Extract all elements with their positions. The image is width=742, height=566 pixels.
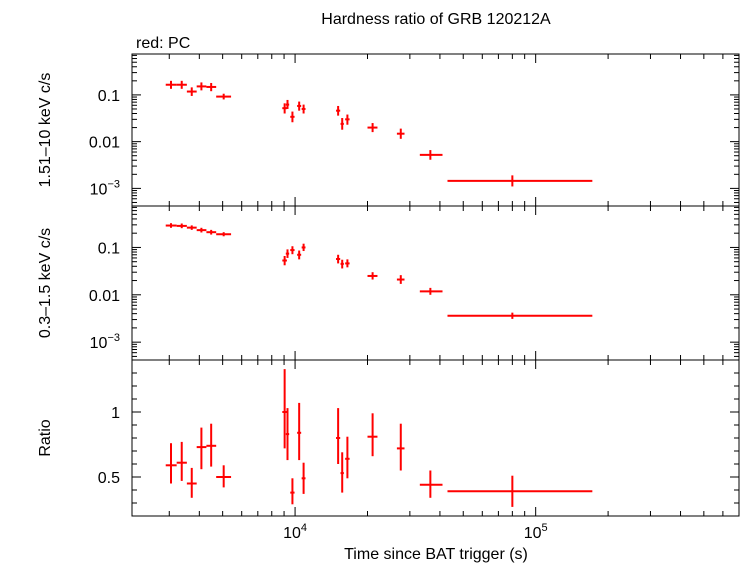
y-tick-label: 10−3 — [90, 332, 120, 352]
data-point — [447, 175, 593, 187]
chart-title: Hardness ratio of GRB 120212A — [321, 11, 551, 28]
data-point — [206, 229, 217, 235]
data-point — [216, 465, 232, 488]
data-point — [282, 255, 287, 266]
panel-ratio-ticks — [132, 359, 740, 517]
data-point — [301, 462, 306, 494]
data-point — [176, 80, 187, 89]
y-tick-label: 1 — [111, 405, 120, 422]
data-point — [447, 312, 593, 319]
panel-soft-ylabel: 0.3–1.5 keV c/s — [37, 228, 54, 338]
data-point — [336, 254, 341, 264]
x-axis-label: Time since BAT trigger (s) — [344, 546, 528, 563]
data-point — [396, 128, 405, 139]
y-tick-label: 0.01 — [89, 288, 120, 305]
panel-soft-ticks — [132, 206, 740, 360]
y-tick-label: 10−3 — [90, 178, 120, 198]
data-point — [340, 118, 344, 130]
data-point — [165, 80, 177, 89]
data-point — [196, 82, 207, 91]
data-point — [196, 427, 207, 470]
data-point — [396, 423, 405, 471]
data-point — [290, 478, 295, 505]
data-point — [297, 402, 302, 461]
data-point — [297, 101, 302, 111]
panel-hard-ticks — [132, 54, 740, 206]
data-point — [345, 259, 350, 268]
panel-ratio: 10.5 Ratio — [37, 359, 740, 517]
data-point — [367, 272, 378, 280]
panel-hard-frame — [131, 53, 740, 207]
x-tick-labels: 104 105 — [283, 522, 548, 542]
panel-hard-points — [165, 80, 593, 187]
data-point — [176, 441, 187, 481]
data-point — [297, 250, 302, 260]
y-tick-label: 0.1 — [98, 240, 120, 257]
data-point — [282, 103, 287, 114]
panel-hard-ylabel: 1.51–10 keV c/s — [37, 73, 54, 188]
data-point — [165, 443, 177, 484]
data-point — [282, 369, 287, 449]
data-point — [285, 249, 290, 258]
panel-hard: 0.1 0.01 10−3 1.51–10 keV c/s — [37, 53, 740, 207]
panel-ratio-ylabel: Ratio — [37, 419, 54, 456]
data-point — [186, 87, 197, 96]
data-point — [196, 227, 207, 233]
data-point — [419, 470, 443, 498]
panel-soft: 0.1 0.01 10−3 0.3–1.5 keV c/s — [37, 205, 740, 361]
y-tick-label: 0.1 — [98, 88, 120, 105]
data-point — [176, 223, 187, 229]
panel-ratio-frame — [131, 359, 740, 517]
legend-label: red: PC — [136, 35, 190, 52]
y-tick-label: 0.01 — [89, 135, 120, 152]
data-point — [340, 259, 344, 269]
data-point — [301, 243, 306, 252]
data-point — [216, 232, 232, 237]
panel-soft-y-tick-labels: 0.1 0.01 10−3 — [89, 240, 120, 352]
data-point — [216, 93, 232, 100]
data-point — [285, 99, 290, 109]
data-point — [285, 408, 290, 461]
data-point — [345, 436, 350, 479]
data-point — [419, 150, 443, 160]
data-point — [367, 413, 378, 457]
data-point — [336, 408, 341, 464]
panel-ratio-points — [165, 369, 593, 507]
x-tick-label: 105 — [524, 522, 548, 542]
data-point — [301, 104, 306, 114]
data-point — [165, 223, 177, 228]
data-point — [345, 114, 350, 125]
data-point — [336, 105, 341, 116]
data-point — [206, 82, 217, 92]
data-point — [206, 423, 217, 467]
data-point — [419, 287, 443, 295]
data-point — [396, 275, 405, 284]
panel-soft-frame — [131, 205, 740, 361]
data-point — [186, 225, 197, 230]
panel-ratio-y-tick-labels: 10.5 — [98, 405, 120, 487]
data-point — [290, 111, 295, 123]
x-tick-label: 104 — [283, 522, 307, 542]
data-point — [447, 475, 593, 507]
data-point — [290, 246, 295, 255]
panel-soft-points — [165, 223, 593, 319]
panel-hard-y-tick-labels: 0.1 0.01 10−3 — [89, 88, 120, 198]
data-point — [367, 123, 378, 133]
y-tick-label: 0.5 — [98, 470, 120, 487]
data-point — [340, 452, 344, 493]
data-point — [186, 467, 197, 498]
